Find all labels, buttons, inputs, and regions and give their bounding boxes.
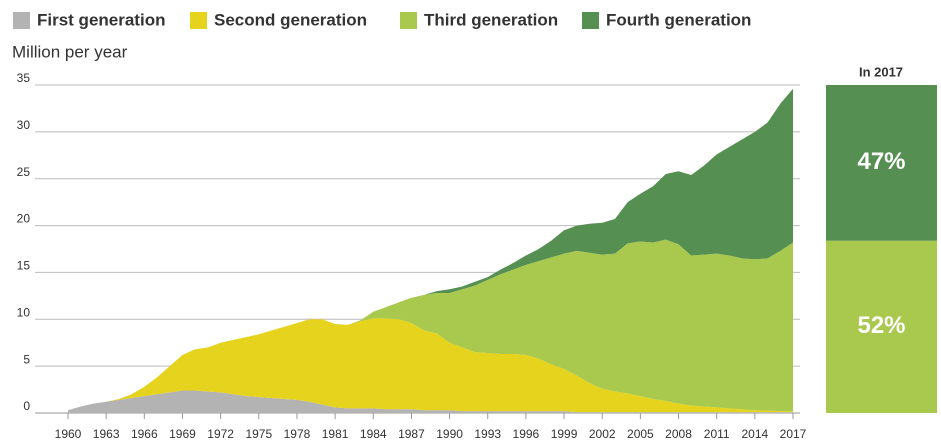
y-axis-label: Million per year — [12, 42, 128, 61]
y-tick-label: 15 — [17, 259, 31, 273]
x-tick-label: 1987 — [398, 427, 425, 441]
x-tick-label: 2017 — [780, 427, 807, 441]
legend-swatch — [13, 12, 30, 29]
legend-swatch — [400, 12, 417, 29]
x-tick-label: 1993 — [474, 427, 501, 441]
y-tick-label: 25 — [17, 165, 31, 179]
x-tick-label: 1960 — [55, 427, 82, 441]
y-tick-label: 10 — [17, 305, 31, 319]
y-tick-label: 20 — [17, 212, 31, 226]
x-tick-label: 1999 — [551, 427, 578, 441]
legend-label: Second generation — [214, 10, 367, 29]
x-tick-label: 2008 — [665, 427, 692, 441]
legend-swatch — [582, 12, 599, 29]
x-tick-label: 1975 — [245, 427, 272, 441]
x-tick-label: 1969 — [169, 427, 196, 441]
y-tick-label: 30 — [17, 118, 31, 132]
x-tick-label: 1990 — [436, 427, 463, 441]
y-tick-label: 5 — [23, 352, 30, 366]
share-label: 47% — [857, 148, 905, 175]
x-tick-label: 1981 — [322, 427, 349, 441]
x-tick-label: 1966 — [131, 427, 158, 441]
legend-label: Fourth generation — [606, 10, 751, 29]
legend-label: Third generation — [424, 10, 558, 29]
x-tick-label: 1963 — [93, 427, 120, 441]
share-bar — [826, 240, 937, 413]
legend-swatch — [190, 12, 207, 29]
x-tick-label: 1978 — [284, 427, 311, 441]
share-label: 52% — [857, 312, 905, 339]
area — [68, 390, 793, 413]
x-tick-label: 2002 — [589, 427, 616, 441]
x-tick-label: 1996 — [513, 427, 540, 441]
x-tick-label: 2005 — [627, 427, 654, 441]
y-tick-label: 35 — [17, 71, 31, 85]
share-bar — [826, 85, 937, 241]
side-title: In 2017 — [859, 64, 903, 79]
legend-label: First generation — [37, 10, 165, 29]
x-tick-label: 2011 — [704, 427, 730, 441]
area — [68, 239, 793, 412]
x-tick-label: 2014 — [741, 427, 768, 441]
area — [68, 318, 793, 413]
x-tick-label: 1972 — [207, 427, 234, 441]
y-tick-label: 0 — [23, 399, 30, 413]
x-tick-label: 1984 — [360, 427, 387, 441]
